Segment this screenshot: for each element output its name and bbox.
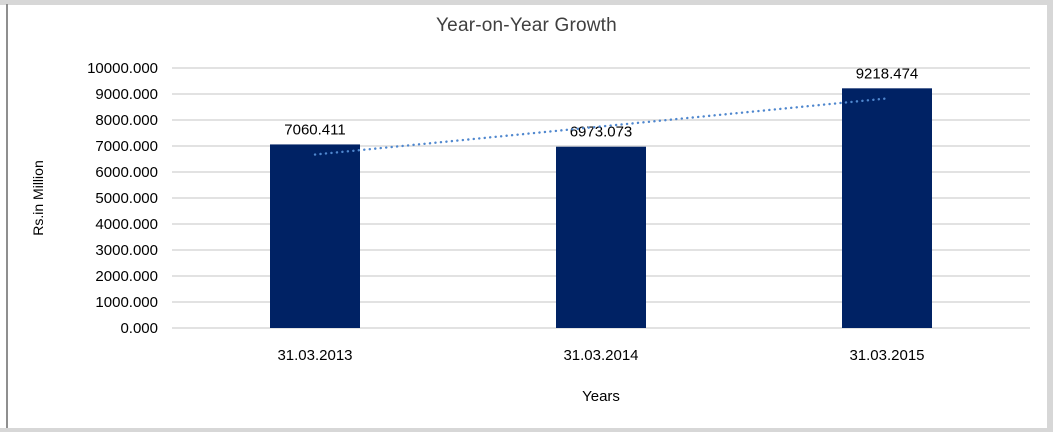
frame-border-bottom <box>0 428 1053 432</box>
y-tick-label: 10000.000 <box>87 60 158 77</box>
y-tick-label: 1000.000 <box>95 294 158 311</box>
bar <box>556 146 646 328</box>
y-tick-label: 0.000 <box>120 320 158 337</box>
bar <box>842 88 932 329</box>
x-tick-label: 31.03.2015 <box>849 347 924 364</box>
y-tick-label: 2000.000 <box>95 268 158 285</box>
chart-title: Year-on-Year Growth <box>436 15 617 36</box>
frame-border-top <box>0 0 1053 5</box>
x-tick-label: 31.03.2013 <box>277 347 352 364</box>
y-tick-label: 6000.000 <box>95 164 158 181</box>
trendline <box>313 97 889 156</box>
frame-border-left <box>6 4 8 428</box>
y-tick-label: 5000.000 <box>95 190 158 207</box>
y-tick-label: 3000.000 <box>95 242 158 259</box>
y-tick-label: 9000.000 <box>95 86 158 103</box>
bar-value-label: 9218.474 <box>856 65 919 82</box>
bar <box>270 144 360 328</box>
y-tick-label: 7000.000 <box>95 138 158 155</box>
y-tick-label: 4000.000 <box>95 216 158 233</box>
bar-value-label: 7060.411 <box>284 121 345 138</box>
y-tick-label: 8000.000 <box>95 112 158 129</box>
frame-border-right <box>1047 0 1053 432</box>
bar-value-label: 6973.073 <box>570 124 633 141</box>
x-tick-label: 31.03.2014 <box>563 347 638 364</box>
x-axis-title: Years <box>582 388 620 405</box>
